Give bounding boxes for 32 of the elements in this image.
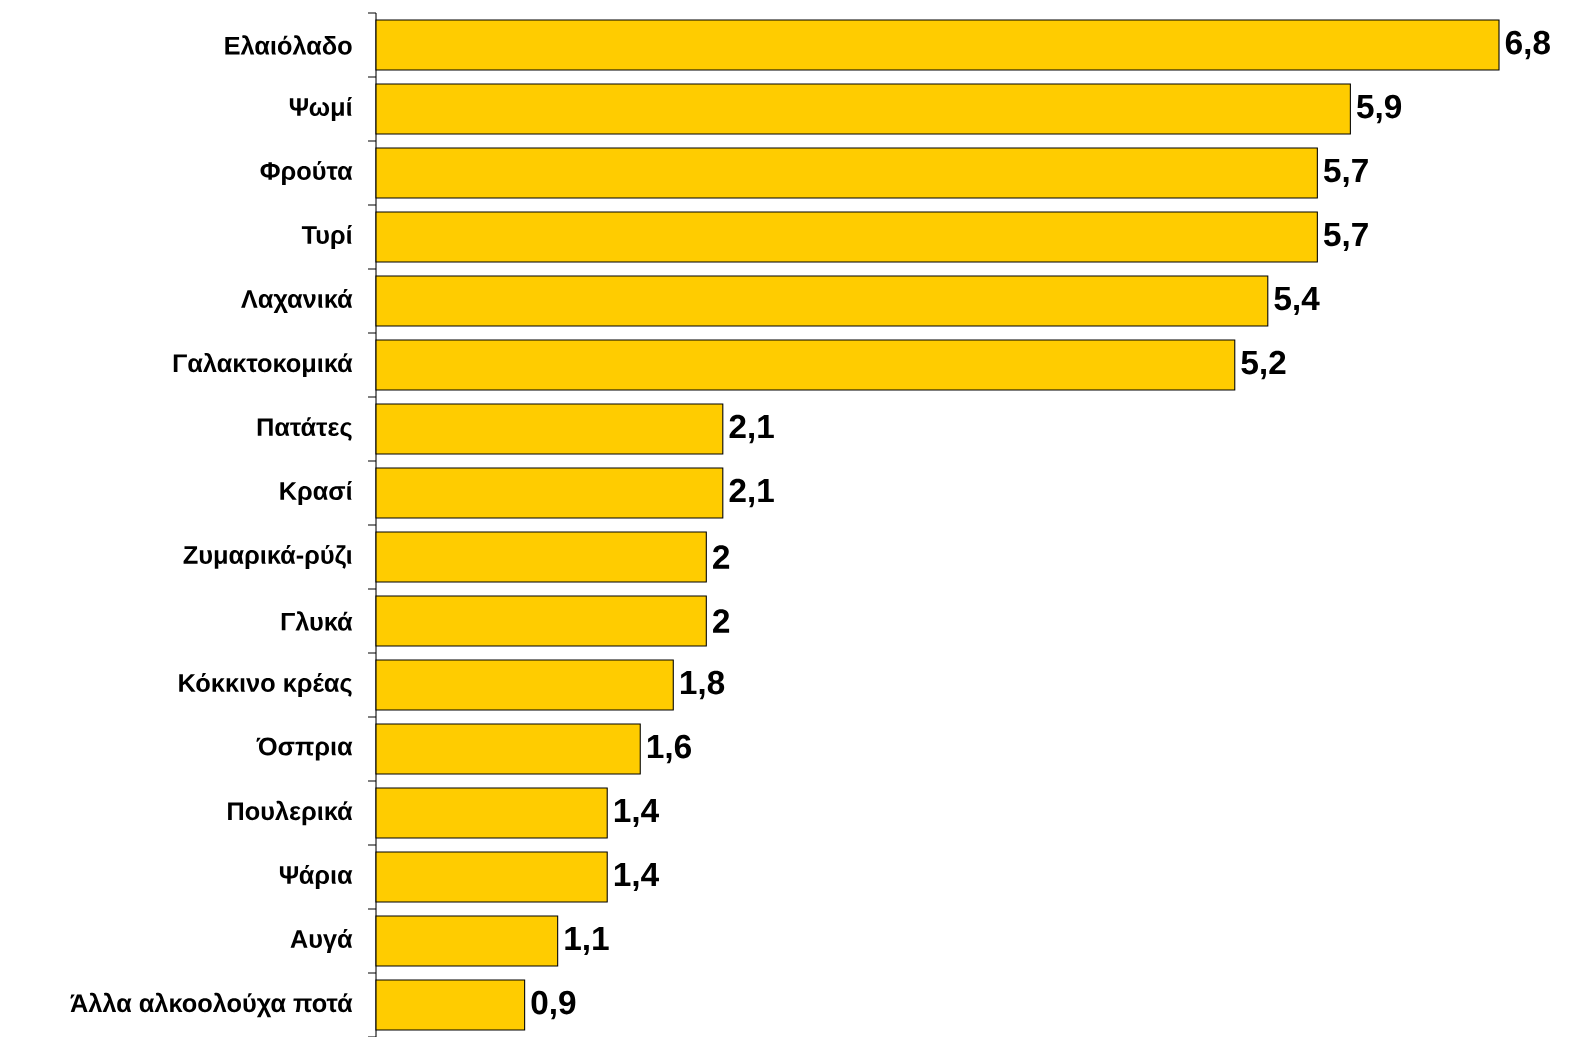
data-label: 2 [713, 609, 730, 633]
y-tick-label: Τυρί [301, 225, 352, 249]
y-tick-label: Γλυκά [281, 611, 353, 631]
data-label: 5,7 [1323, 158, 1368, 188]
data-label: 6,8 [1505, 30, 1550, 60]
y-tick-label: Ζυμαρικά-ρύζι [183, 545, 352, 569]
y-tick-label: Ψωμί [289, 97, 352, 121]
data-label: 1,6 [647, 734, 691, 764]
y-tick-label: Ελαιόλαδο [225, 35, 352, 55]
y-tick-label: Λαχανικά [241, 289, 353, 313]
data-label: 1,4 [614, 798, 659, 828]
y-tick-label: Κόκκινο κρέας [179, 673, 352, 697]
data-label: 0,9 [531, 990, 576, 1020]
data-label: 5,4 [1274, 286, 1320, 316]
data-label: 1,8 [680, 670, 725, 700]
data-label: 5,7 [1323, 222, 1368, 252]
y-tick-label: Φρούτα [260, 161, 353, 185]
y-tick-label: Όσπρια [256, 737, 353, 761]
y-tick-label: Πατάτες [257, 417, 352, 441]
data-label: 2 [713, 545, 730, 569]
y-tick-label: Κρασί [280, 481, 352, 505]
y-tick-label: Ψάρια [279, 865, 353, 889]
data-label: 5,2 [1241, 350, 1286, 380]
y-tick-label: Άλλα αλκοολούχα ποτά [70, 992, 353, 1018]
data-label: 5,9 [1357, 94, 1402, 124]
data-label: 1,1 [565, 926, 609, 956]
data-label: 1,4 [614, 862, 659, 892]
data-label: 2,1 [729, 414, 774, 444]
data-label: 2,1 [729, 478, 774, 508]
y-tick-label: Αυγά [290, 929, 353, 953]
y-tick-label: Πουλερικά [228, 800, 353, 826]
y-tick-label: Γαλακτοκομικά [173, 352, 353, 378]
